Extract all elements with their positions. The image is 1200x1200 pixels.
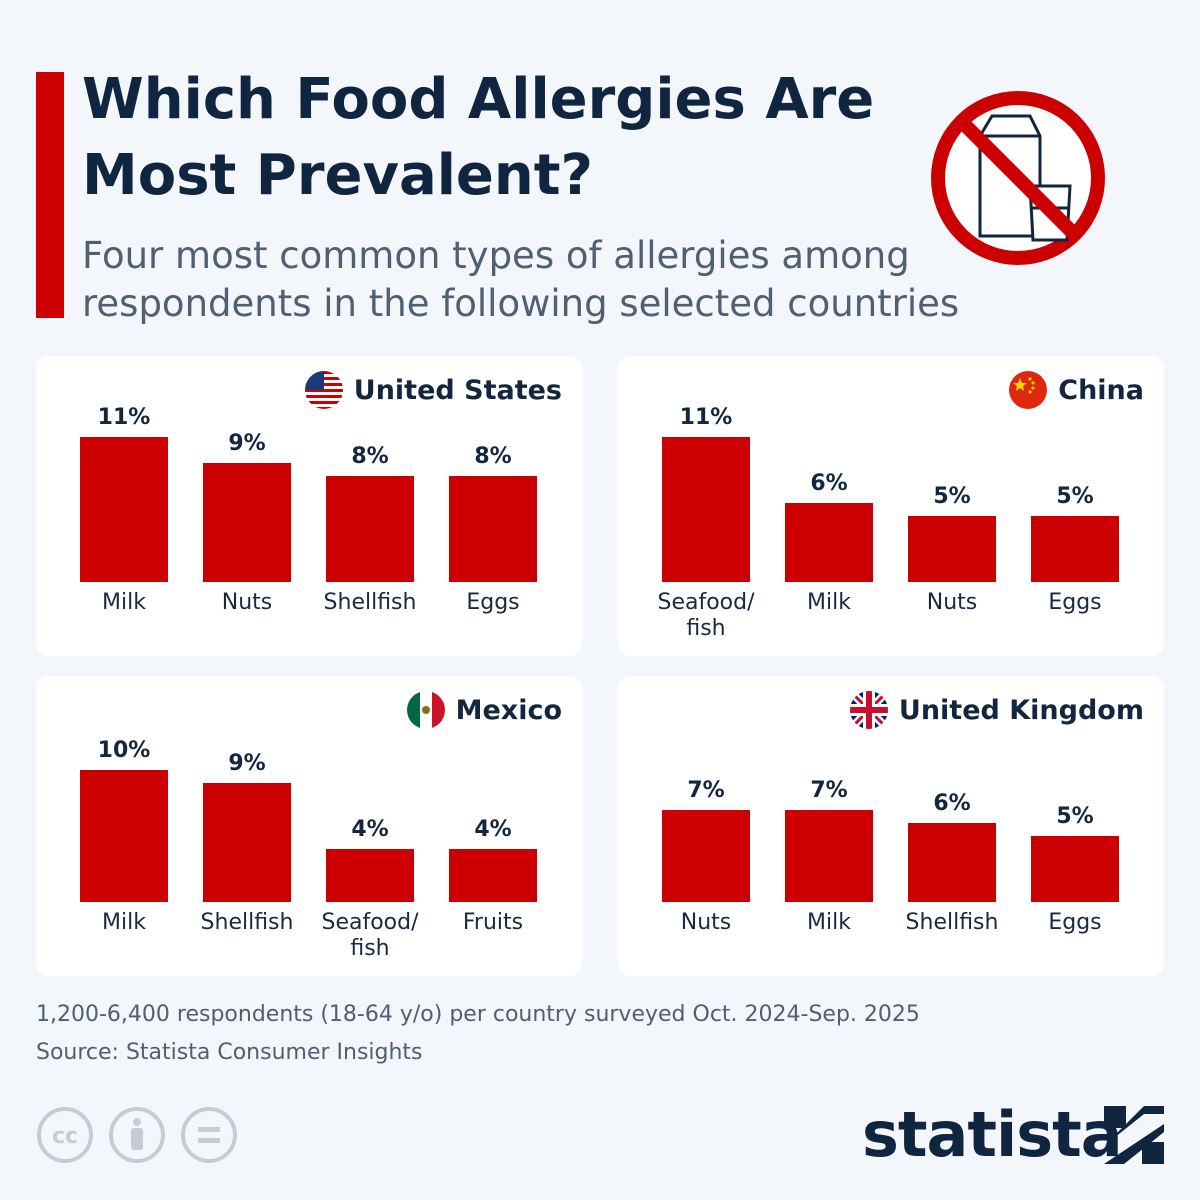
value-label: 9%	[228, 431, 266, 457]
license-text: cc	[52, 1124, 78, 1149]
value-label: 11%	[679, 404, 733, 430]
value-label: 7%	[810, 777, 848, 803]
value-label: 4%	[474, 817, 512, 843]
subtitle: Four most common types of allergies amon…	[82, 234, 960, 325]
accent-bar	[36, 72, 64, 318]
bar	[908, 822, 996, 902]
value-label: 5%	[1056, 484, 1094, 509]
bar	[326, 849, 414, 902]
panel-title: United States	[353, 374, 562, 406]
bar	[908, 516, 996, 582]
panel: China 11% Seafood/ fish 6% Milk 5% Nuts 5% Eggs	[618, 356, 1164, 656]
category-label: Shellfish	[323, 590, 417, 615]
logo-mark	[1104, 1106, 1164, 1164]
bar	[785, 809, 873, 902]
bar	[449, 849, 537, 902]
panel-title: Mexico	[455, 694, 562, 726]
logo: statista	[862, 1098, 1123, 1171]
value-label: 5%	[1056, 804, 1094, 829]
category-label: Nuts	[221, 590, 273, 615]
value-label: 8%	[474, 444, 512, 470]
category-label: Nuts	[926, 590, 978, 615]
license-icons: cc	[37, 1107, 237, 1163]
value-label: 4%	[351, 817, 389, 843]
category-label: Seafood/ fish	[321, 910, 419, 961]
bar	[785, 502, 873, 582]
bar	[203, 463, 291, 582]
bar	[80, 436, 168, 582]
panel: Mexico 10% Milk 9% Shellfish 4% Seafood/ fish…	[36, 676, 582, 976]
category-label: Eggs	[1048, 910, 1102, 935]
panel-header: China	[1008, 370, 1144, 410]
value-label: 10%	[97, 738, 151, 763]
category-label: Shellfish	[200, 910, 294, 935]
no-milk-icon	[931, 91, 1105, 265]
panel-header: United States	[304, 370, 562, 410]
value-label: 7%	[687, 777, 725, 803]
category-label: Milk	[807, 590, 851, 615]
footnote: 1,200-6,400 respondents (18-64 y/o) per …	[36, 1002, 920, 1027]
source: Source: Statista Consumer Insights	[36, 1040, 423, 1065]
category-label: Fruits	[462, 910, 524, 935]
value-label: 8%	[351, 444, 389, 470]
category-label: Shellfish	[905, 910, 999, 935]
flag	[304, 371, 343, 409]
value-label: 6%	[933, 790, 971, 816]
panel-header: United Kingdom	[849, 690, 1144, 730]
category-label: Eggs	[466, 590, 520, 615]
bar	[449, 476, 537, 582]
category-label: Milk	[807, 910, 851, 935]
bar	[1031, 836, 1119, 902]
bar	[1031, 516, 1119, 582]
bar	[326, 476, 414, 582]
panel-title: China	[1058, 374, 1144, 406]
bar	[662, 809, 750, 902]
category-label: Milk	[102, 910, 146, 935]
flag	[406, 691, 445, 729]
value-label: 11%	[97, 404, 151, 430]
panel: United Kingdom 7% Nuts 7% Milk 6% Shellfish 5%…	[618, 676, 1164, 976]
panel-title: United Kingdom	[898, 694, 1144, 726]
panel: United States 11% Milk 9% Nuts 8% Shellfish 8%…	[36, 356, 582, 656]
value-label: 6%	[810, 470, 848, 496]
category-label: Milk	[102, 590, 146, 615]
flag	[849, 691, 888, 729]
panel-header: Mexico	[406, 690, 562, 730]
category-label: Seafood/ fish	[657, 590, 755, 641]
bar	[203, 783, 291, 902]
bar	[662, 436, 750, 582]
value-label: 9%	[228, 751, 266, 777]
category-label: Eggs	[1048, 590, 1102, 615]
title: Which Food Allergies Are Most Prevalent?	[82, 67, 875, 208]
bar	[80, 770, 168, 902]
flag	[1009, 371, 1048, 409]
category-label: Nuts	[680, 910, 732, 935]
value-label: 5%	[933, 484, 971, 509]
